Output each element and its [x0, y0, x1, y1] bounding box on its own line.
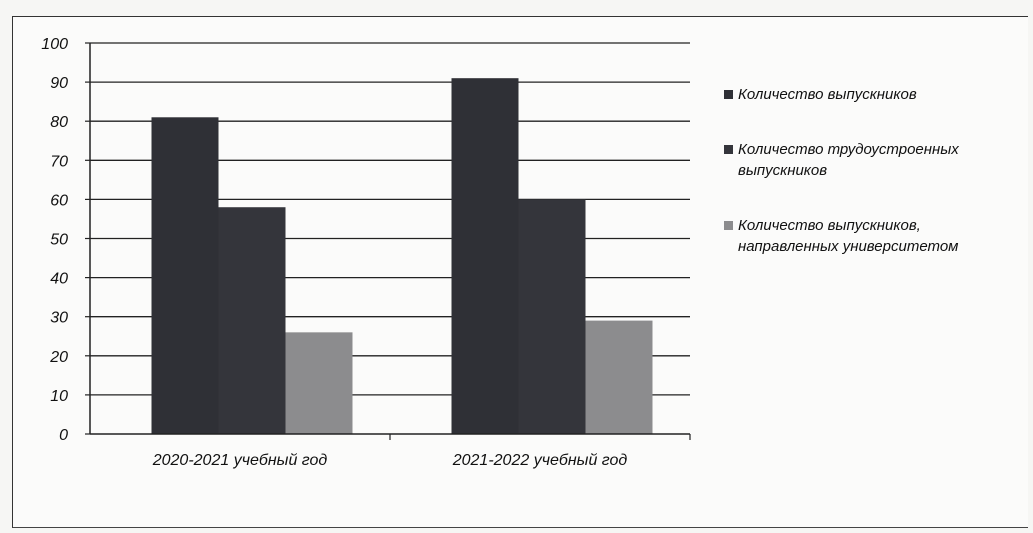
bar [518, 199, 586, 434]
y-tick-label: 40 [50, 271, 68, 288]
legend-item-directed: Количество выпускников, направленных уни… [724, 215, 1024, 257]
bar [218, 207, 286, 434]
bar [585, 320, 653, 434]
legend: Количество выпускников Количество трудоу… [724, 84, 1024, 291]
y-tick-labels: 0 10 20 30 40 50 60 70 80 90 100 [41, 36, 68, 444]
legend-label: Количество выпускников [738, 86, 917, 103]
y-tick-label: 50 [50, 232, 68, 249]
y-tick-label: 80 [50, 114, 68, 131]
y-tick-label: 90 [50, 75, 68, 92]
legend-swatch [724, 90, 733, 99]
y-tick-label: 20 [49, 349, 68, 366]
legend-item-graduates: Количество выпускников [724, 84, 1024, 105]
y-tick-label: 70 [50, 153, 68, 170]
y-tick-label: 0 [59, 427, 68, 444]
bar [451, 78, 519, 434]
y-tick-label: 60 [50, 192, 68, 209]
x-tick-label: 2020-2021 учебный год [152, 452, 328, 469]
legend-label: Количество выпускников, направленных уни… [738, 217, 959, 255]
y-tick-label: 30 [50, 310, 68, 327]
legend-item-employed: Количество трудоустроенных выпускников [724, 139, 1024, 181]
legend-swatch [724, 221, 733, 230]
x-tick-labels: 2020-2021 учебный год 2021-2022 учебный г… [152, 452, 628, 469]
y-tick-label: 100 [41, 36, 68, 53]
x-tick-label: 2021-2022 учебный год [452, 452, 628, 469]
axes [85, 42, 691, 440]
bar [285, 332, 353, 434]
y-tick-label: 10 [50, 388, 68, 405]
legend-label: Количество трудоустроенных выпускников [738, 141, 959, 179]
bar [151, 117, 219, 434]
legend-swatch [724, 145, 733, 154]
bars [151, 78, 653, 434]
